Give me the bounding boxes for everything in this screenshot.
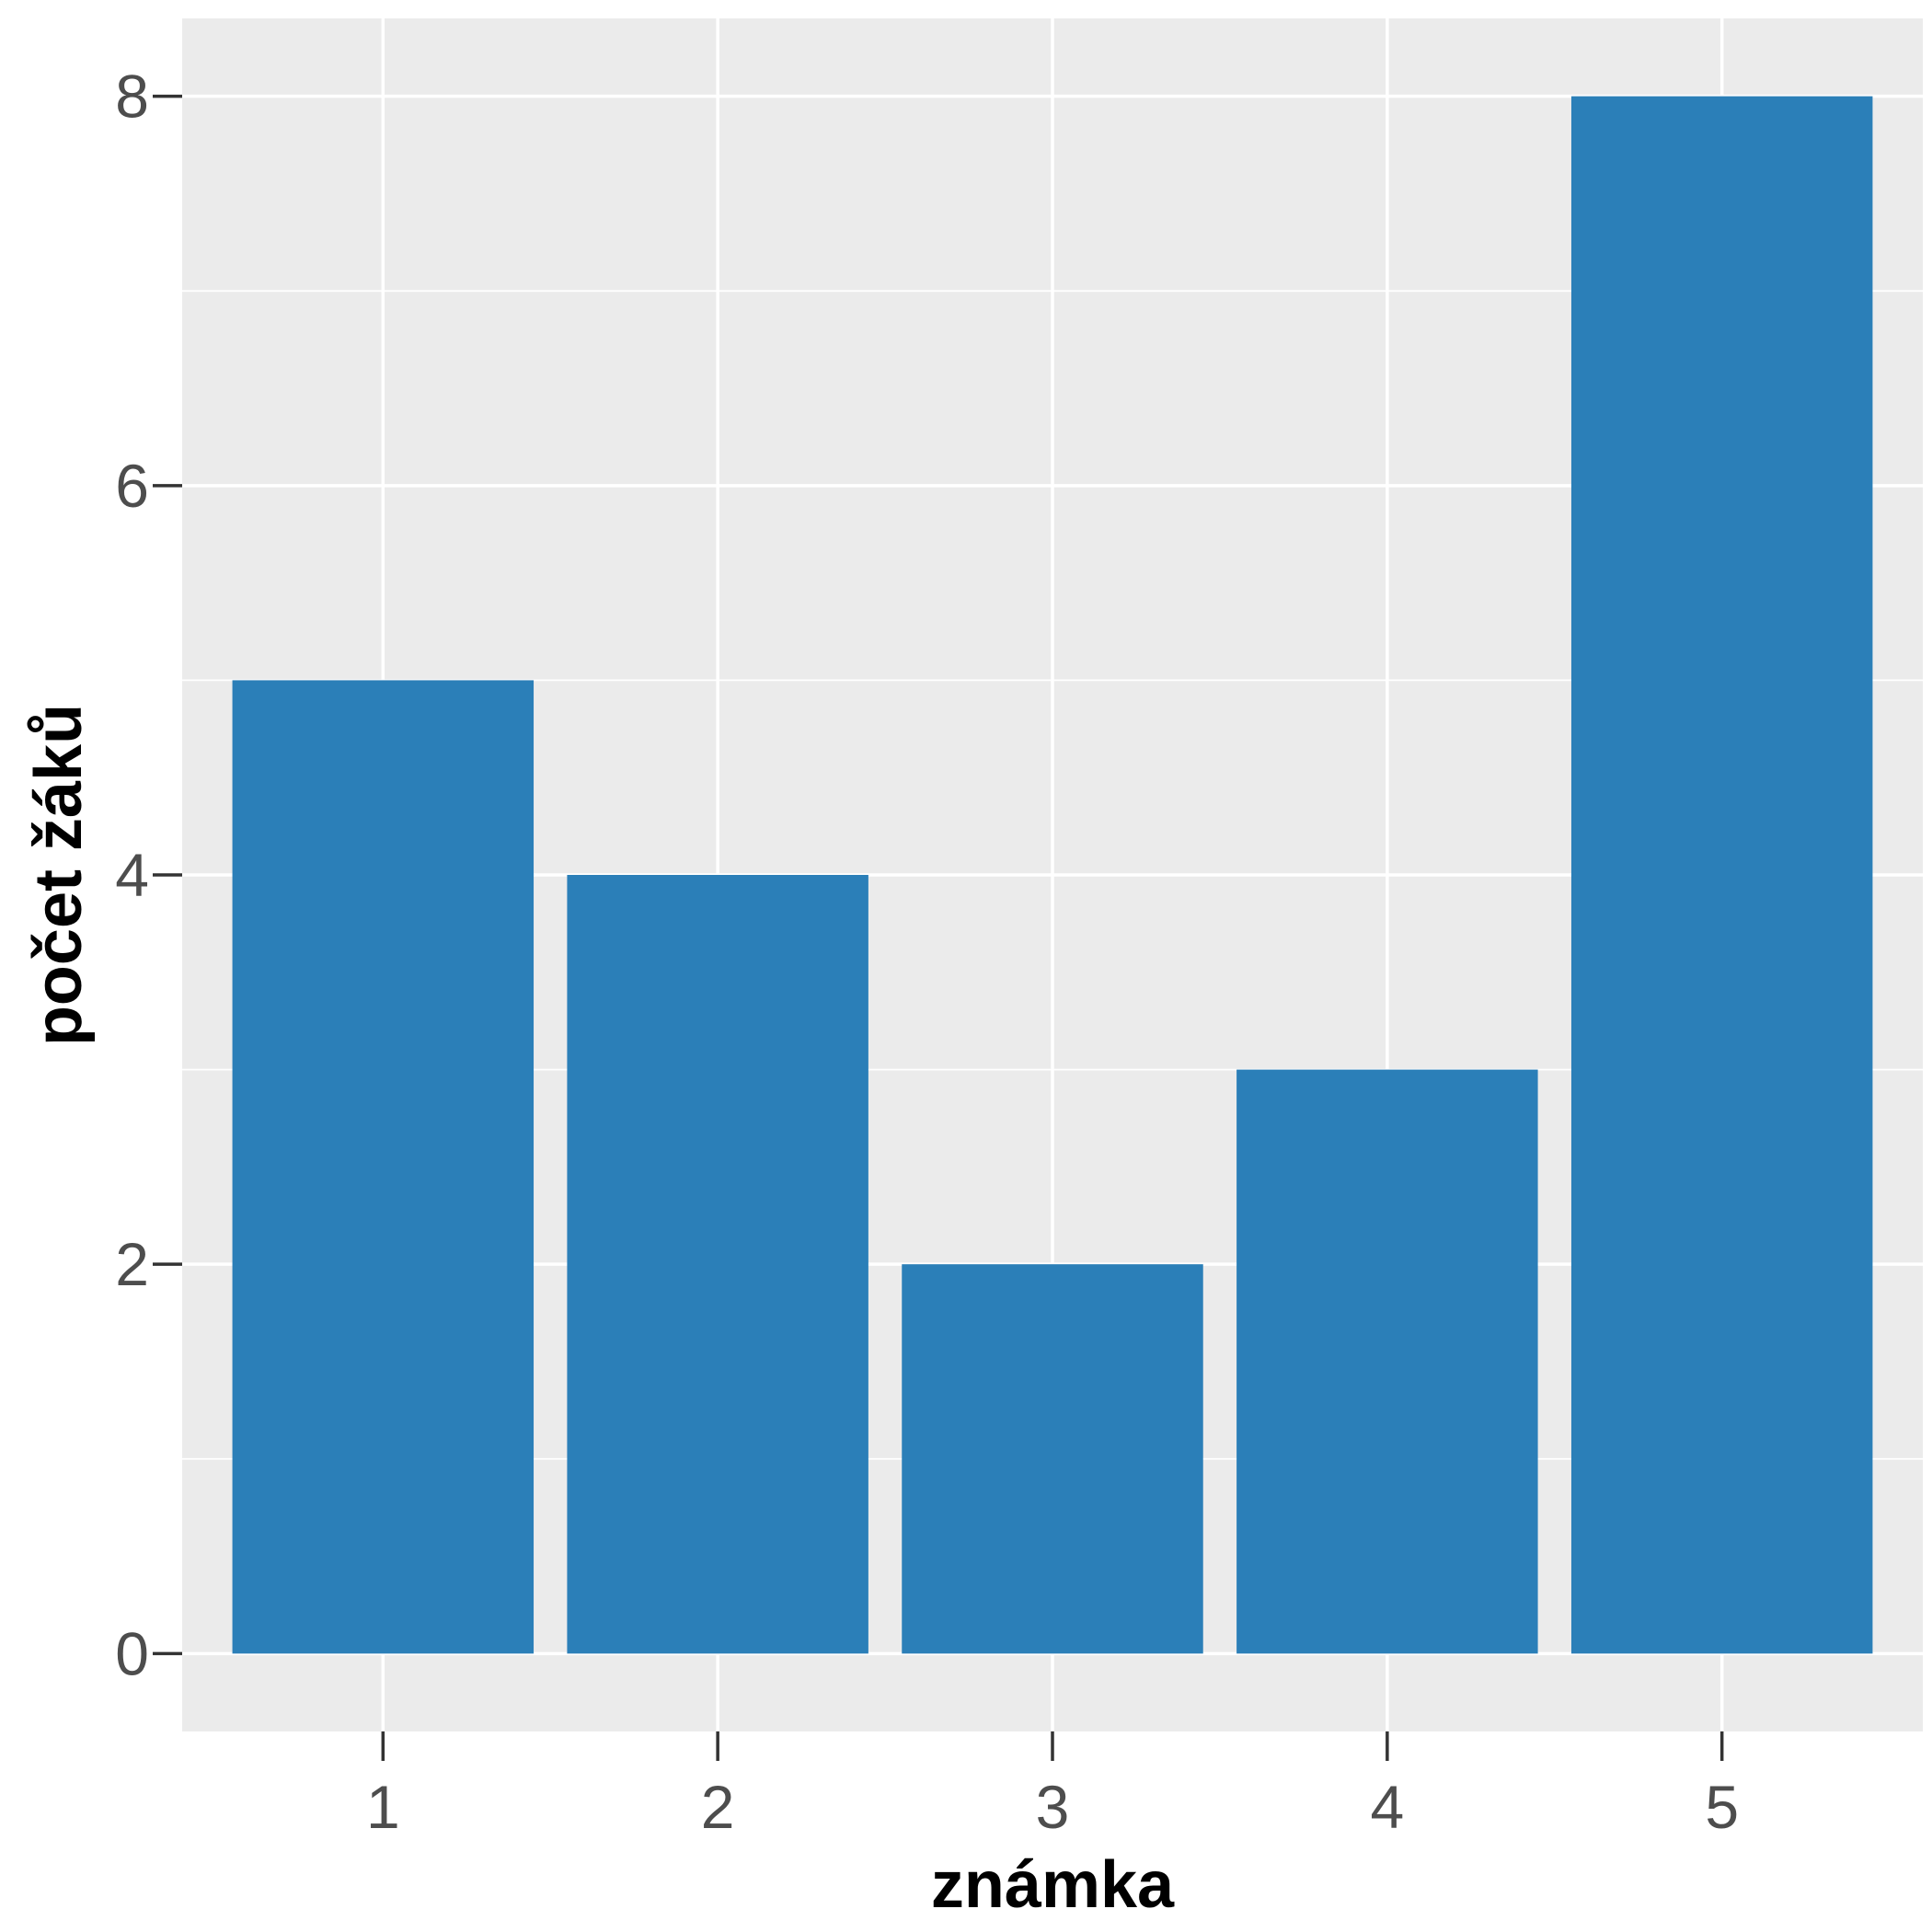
y-tick-label: 0 (115, 1619, 149, 1687)
bar-1 (232, 680, 535, 1654)
bar-2 (567, 875, 868, 1654)
y-tick-label: 2 (115, 1230, 149, 1298)
axis-ticks: 0 2 4 6 8 1 2 3 4 5 (115, 63, 1739, 1841)
x-tick-label: 4 (1370, 1773, 1404, 1841)
x-tick-label: 2 (701, 1773, 735, 1841)
x-axis-title: známka (931, 1848, 1175, 1922)
x-tick-label: 3 (1036, 1773, 1070, 1841)
y-tick-label: 6 (115, 452, 149, 520)
x-tick-label: 5 (1705, 1773, 1739, 1841)
y-tick-label: 8 (115, 63, 149, 131)
y-tick-label: 4 (115, 841, 149, 909)
x-tick-label: 1 (366, 1773, 400, 1841)
bar-3 (902, 1264, 1203, 1654)
bar-4 (1236, 1069, 1538, 1654)
bars (232, 96, 1873, 1654)
bar-5 (1570, 96, 1873, 1654)
y-axis-title: počet žáků (22, 704, 96, 1046)
